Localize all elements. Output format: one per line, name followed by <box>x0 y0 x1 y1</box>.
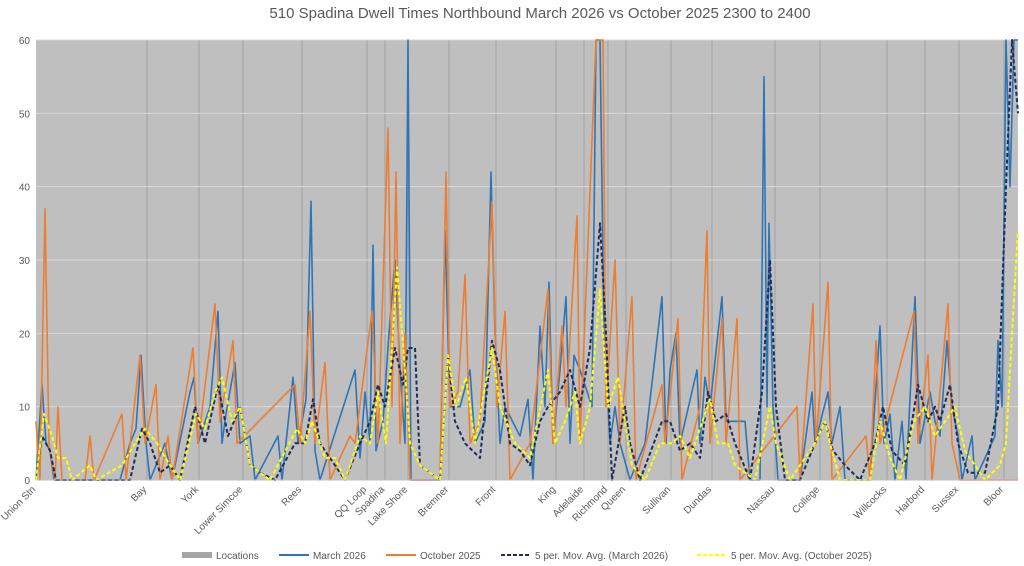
y-tick-label: 40 <box>19 183 31 194</box>
series-line-2 <box>35 39 1018 481</box>
x-tick-label: Sussex <box>930 484 961 515</box>
legend-label: Locations <box>216 551 259 562</box>
x-tick-label: Bloor <box>982 484 1007 509</box>
x-tick-label: York <box>179 484 201 506</box>
x-tick-label: Front <box>474 484 498 508</box>
x-tick-label: Dundas <box>682 484 714 516</box>
y-tick-label: 0 <box>24 476 30 487</box>
x-tick-label: King <box>536 484 558 506</box>
legend-label: 5 per. Mov. Avg. (October 2025) <box>731 551 872 562</box>
x-tick-label: College <box>790 484 822 516</box>
chart-title: 510 Spadina Dwell Times Northbound March… <box>269 5 810 22</box>
legend-label: October 2025 <box>420 551 481 562</box>
legend-swatch <box>182 552 212 558</box>
y-tick-label: 20 <box>19 329 31 340</box>
x-tick-label: Harbord <box>894 484 927 517</box>
legend: Locations March 2026 October 2025 5 per. Mo… <box>182 551 872 562</box>
legend-label: 5 per. Mov. Avg. (March 2026) <box>535 551 668 562</box>
x-tick-label: Union Stn <box>0 484 38 523</box>
x-tick-label: Nassau <box>745 484 777 516</box>
x-tick-label: Willcocks <box>852 484 889 521</box>
x-tick-label: Rees <box>280 484 304 508</box>
y-tick-label: 30 <box>19 256 31 267</box>
y-tick-label: 10 <box>19 403 31 414</box>
legend-label: March 2026 <box>313 551 366 562</box>
y-tick-label: 50 <box>19 109 31 120</box>
y-tick-label: 60 <box>19 36 31 47</box>
x-tick-label: Sullivan <box>641 484 674 517</box>
x-tick-label: Bremner <box>416 484 451 519</box>
x-tick-label: Bay <box>129 484 149 504</box>
